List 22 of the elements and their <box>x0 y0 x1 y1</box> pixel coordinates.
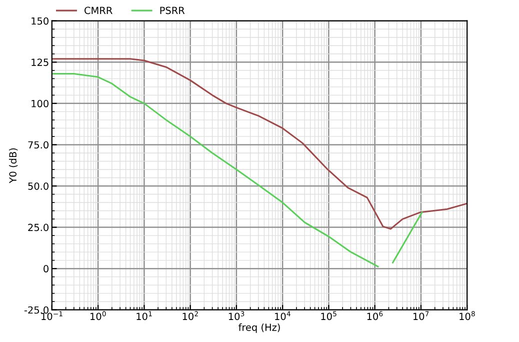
y-axis-title: Y0 (dB) <box>9 148 18 184</box>
x-tick-label: 10$^{5}$ <box>321 311 336 320</box>
y-tick-label: 25.0 <box>28 224 48 232</box>
x-tick-label: 10$^{−1}$ <box>42 311 62 320</box>
x-tick-label: 10$^{8}$ <box>460 311 475 320</box>
y-tick-label: 100 <box>32 100 48 108</box>
x-tick-label: 10$^{4}$ <box>275 311 290 320</box>
y-tick-label: 150 <box>32 17 48 25</box>
legend-label: CMRR <box>84 6 112 14</box>
x-axis-title: freq (Hz) <box>238 323 280 333</box>
x-tick-label: 10$^{1}$ <box>136 311 152 320</box>
y-tick-label: -25.0 <box>24 306 48 314</box>
x-tick-label: 10$^{3}$ <box>228 311 244 320</box>
x-tick-label: 10$^{0}$ <box>90 311 106 320</box>
y-tick-label: 125 <box>32 58 48 66</box>
y-tick-label: 0 <box>44 265 48 272</box>
y-tick-label: 50.0 <box>28 182 48 190</box>
x-tick-label: 10$^{2}$ <box>182 311 198 320</box>
x-tick-label: 10$^{6}$ <box>367 311 383 320</box>
y-tick-label: 75.0 <box>28 141 48 149</box>
legend-label: PSRR <box>160 6 185 14</box>
x-tick-label: 10$^{7}$ <box>413 311 429 320</box>
